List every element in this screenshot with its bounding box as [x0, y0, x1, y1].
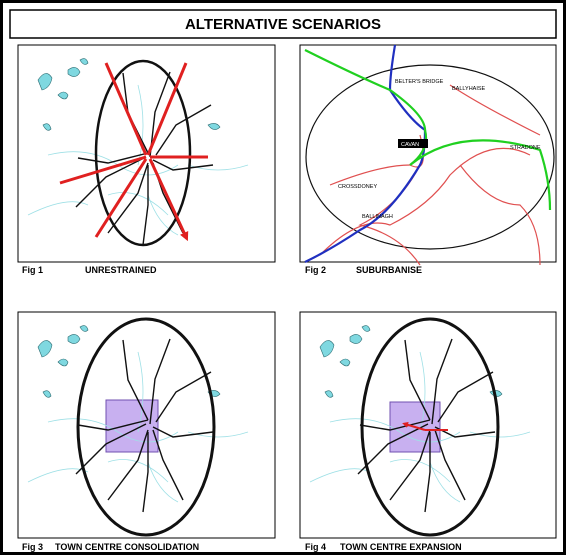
- map-label: BELTER'S BRIDGE: [395, 79, 444, 85]
- map-label: CROSSDONEY: [338, 184, 377, 190]
- fig-caption: TOWN CENTRE EXPANSION: [340, 542, 462, 552]
- map-fig3: [18, 312, 275, 538]
- fig-caption: TOWN CENTRE CONSOLIDATION: [55, 542, 199, 552]
- fig-number: Fig 1: [22, 265, 43, 275]
- map-label: BALLYHAISE: [452, 86, 486, 92]
- title: ALTERNATIVE SCENARIOS: [185, 16, 381, 33]
- fig-number: Fig 3: [22, 542, 43, 552]
- fig-caption: UNRESTRAINED: [85, 265, 157, 275]
- map-fig2: BELTER'S BRIDGE BALLYHAISE CAVAN STRADON…: [300, 45, 556, 265]
- fig-number: Fig 2: [305, 265, 326, 275]
- map-label: BALLINAGH: [362, 214, 393, 220]
- fig-number: Fig 4: [305, 542, 326, 552]
- map-label: STRADONE: [510, 145, 541, 151]
- page: ALTERNATIVE SCENARIOS Fig 1 UNRESTRAINED…: [0, 0, 566, 555]
- map-fig4: [300, 312, 556, 538]
- map-fig1: [18, 45, 275, 262]
- fig-caption: SUBURBANISE: [356, 265, 422, 275]
- map-label: CAVAN: [401, 142, 419, 148]
